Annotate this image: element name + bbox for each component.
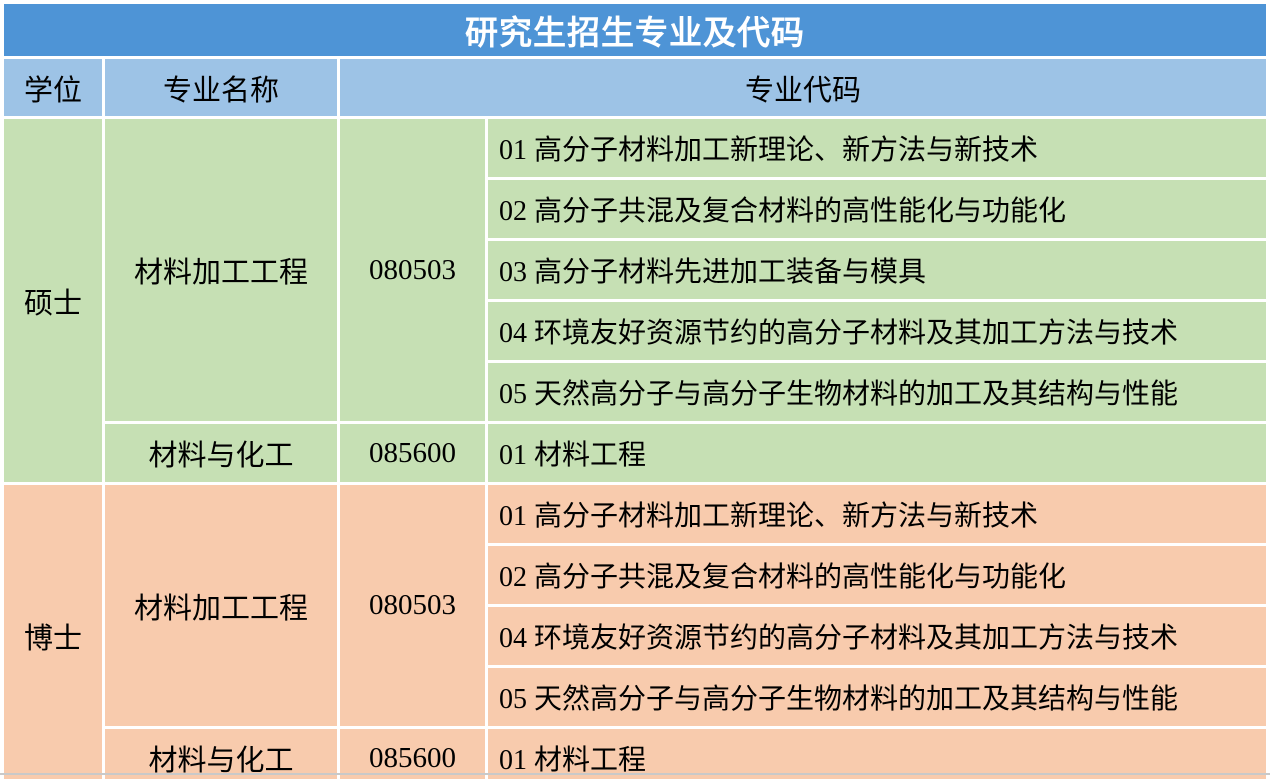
col-header-major-name: 专业名称 [105,59,337,116]
degree-cell-master: 硕士 [4,119,102,482]
direction-cell: 02 高分子共混及复合材料的高性能化与功能化 [488,546,1266,604]
major-name-cell: 材料与化工 [105,729,337,779]
table-row: 材料与化工 085600 01 材料工程 [4,424,1266,482]
table-title-row: 研究生招生专业及代码 [4,4,1266,56]
major-code-cell: 080503 [340,119,485,421]
table-row: 02 高分子共混及复合材料的高性能化与功能化 [4,180,1266,238]
direction-cell: 04 环境友好资源节约的高分子材料及其加工方法与技术 [488,607,1266,665]
table-row: 硕士 材料加工工程 080503 01 高分子材料加工新理论、新方法与新技术 [4,119,1266,482]
table-title: 研究生招生专业及代码 [4,4,1266,56]
table-row: 博士 材料加工工程 080503 01 高分子材料加工新理论、新方法与新技术 [4,485,1266,779]
major-code-cell: 080503 [340,485,485,726]
degree-cell-doctor: 博士 [4,485,102,779]
col-header-major-code: 专业代码 [340,59,1266,116]
direction-cell: 04 环境友好资源节约的高分子材料及其加工方法与技术 [488,302,1266,360]
table-row: 05 天然高分子与高分子生物材料的加工及其结构与性能 [4,363,1266,421]
table-row: 03 高分子材料先进加工装备与模具 [4,241,1266,299]
direction-cell: 01 材料工程 [488,424,1266,482]
direction-cell: 02 高分子共混及复合材料的高性能化与功能化 [488,180,1266,238]
column-header-row: 学位 专业名称 专业代码 [4,59,1266,116]
major-name-cell: 材料加工工程 [105,119,337,421]
direction-cell: 05 天然高分子与高分子生物材料的加工及其结构与性能 [488,363,1266,421]
major-name-cell: 材料加工工程 [105,485,337,726]
page-bottom-edge [0,773,1270,775]
table-row: 05 天然高分子与高分子生物材料的加工及其结构与性能 [4,668,1266,726]
major-code-cell: 085600 [340,424,485,482]
direction-cell: 05 天然高分子与高分子生物材料的加工及其结构与性能 [488,668,1266,726]
major-code-cell: 085600 [340,729,485,779]
table-row: 02 高分子共混及复合材料的高性能化与功能化 [4,546,1266,604]
table-row: 04 环境友好资源节约的高分子材料及其加工方法与技术 [4,302,1266,360]
col-header-degree: 学位 [4,59,102,116]
direction-cell: 03 高分子材料先进加工装备与模具 [488,241,1266,299]
major-name-cell: 材料与化工 [105,424,337,482]
direction-cell: 01 高分子材料加工新理论、新方法与新技术 [488,119,1266,177]
direction-cell: 01 高分子材料加工新理论、新方法与新技术 [488,485,1266,543]
direction-cell: 01 材料工程 [488,729,1266,779]
table-row: 04 环境友好资源节约的高分子材料及其加工方法与技术 [4,607,1266,665]
table-row: 材料与化工 085600 01 材料工程 [4,729,1266,779]
